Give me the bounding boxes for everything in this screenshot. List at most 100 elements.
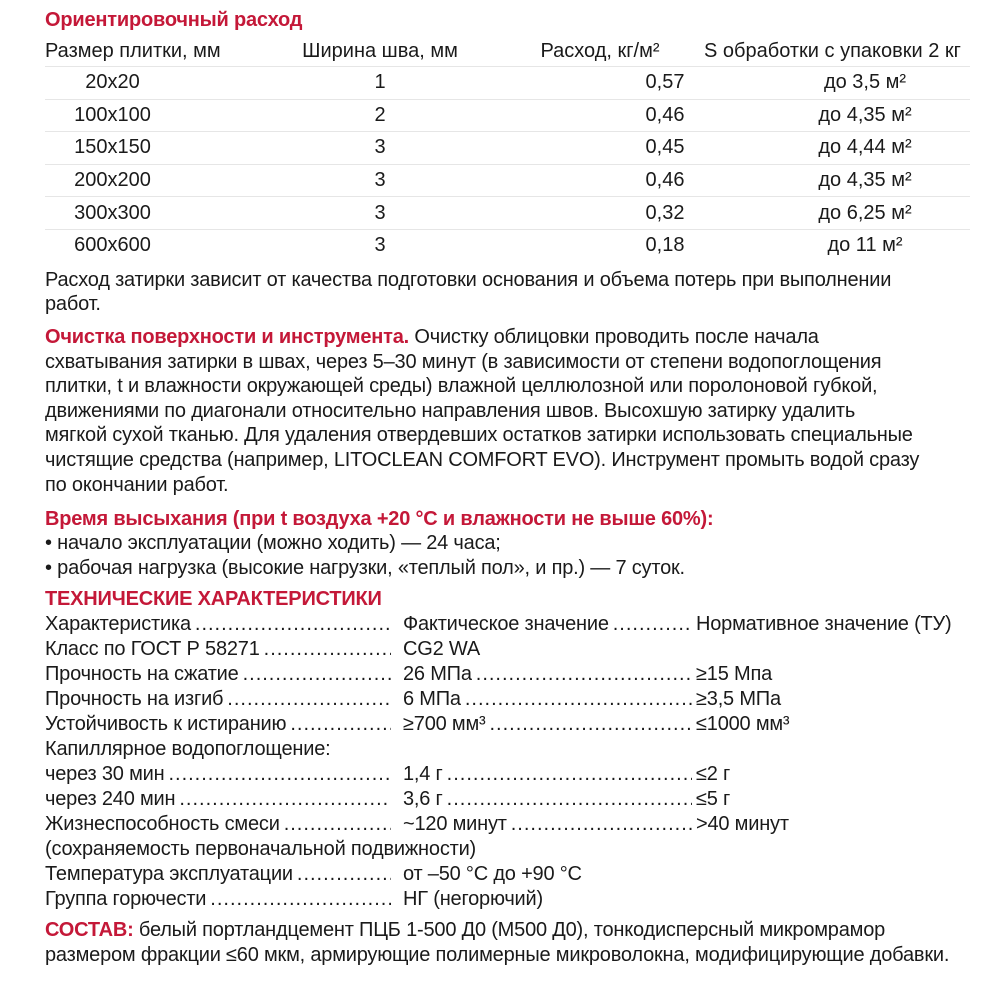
dot-leader — [489, 713, 692, 736]
dot-leader — [243, 663, 391, 686]
spec-label-text: Устойчивость к истиранию — [45, 713, 287, 735]
composition-paragraph: СОСТАВ: белый портландцемент ПЦБ 1-500 Д… — [45, 918, 885, 942]
table-cell: 0,46 — [645, 103, 685, 126]
table-cell: 1 — [374, 71, 386, 94]
dot-leader — [613, 613, 692, 636]
dot-leader — [447, 763, 692, 786]
table-cell: 20x20 — [85, 71, 140, 94]
spec-label: Класс по ГОСТ Р 58271 — [45, 638, 395, 661]
dot-leader — [284, 813, 391, 836]
spec-label: через 30 мин — [45, 763, 395, 786]
spec-label: Прочность на сжатие — [45, 663, 395, 686]
spec-value-text: НГ (негорючий) — [403, 888, 543, 910]
table-cell: 3 — [374, 136, 386, 159]
cleaning-line: движениями по диагонали относительно нап… — [45, 399, 856, 422]
dot-leader — [465, 688, 692, 711]
header-cell: S обработки с упаковки 2 кг — [704, 39, 961, 62]
composition-line: размером фракции ≤60 мкм, армирующие пол… — [45, 944, 950, 966]
spec-value: НГ (негорючий) — [395, 888, 696, 911]
spec-label-text: Прочность на изгиб — [45, 688, 224, 710]
dot-leader — [297, 863, 391, 886]
spec-row: Прочность на сжатие 26 МПа ≥15 Мпа — [45, 661, 975, 686]
spec-value: Фактическое значение — [395, 613, 696, 636]
drying-item: • рабочая нагрузка (высокие нагрузки, «т… — [45, 557, 685, 579]
spec-norm: >40 минут — [696, 813, 789, 836]
spec-label: Группа горючести — [45, 888, 395, 911]
spec-norm: ≥15 Мпа — [696, 663, 772, 686]
spec-value-text: 6 МПа — [403, 688, 461, 710]
header-cell: Ширина шва, мм — [302, 39, 458, 62]
spec-norm-text: ≥3,5 МПа — [696, 688, 781, 710]
spec-label-text: через 240 мин — [45, 788, 176, 810]
table-cell: 0,57 — [645, 71, 685, 94]
spec-value: от –50 °C до +90 °C — [395, 863, 696, 886]
cleaning-line: по окончании работ. — [45, 473, 229, 496]
table-row: 300x300 3 0,32 до 6,25 м² — [45, 197, 970, 230]
spec-norm: ≤1000 мм³ — [696, 713, 790, 736]
spec-label: Устойчивость к истиранию — [45, 713, 395, 736]
spec-value-text: 26 МПа — [403, 663, 472, 685]
table-cell: 0,18 — [645, 234, 685, 257]
spec-row: через 30 мин 1,4 г ≤2 г — [45, 761, 975, 786]
spec-label-text: Капиллярное водопоглощение: — [45, 738, 331, 760]
table-cell: 150x150 — [74, 136, 151, 159]
spec-norm-text: Нормативное значение (ТУ) — [696, 613, 952, 635]
dot-leader — [447, 788, 692, 811]
table-cell: до 4,35 м² — [818, 169, 912, 192]
drying-item: • начало эксплуатации (можно ходить) — 2… — [45, 532, 501, 554]
dot-leader — [168, 763, 391, 786]
spec-row: Прочность на изгиб 6 МПа ≥3,5 МПа — [45, 686, 975, 711]
cleaning-line: плитки, t и влажности окружающей среды) … — [45, 375, 878, 398]
drying-title: Время высыхания (при t воздуха +20 °C и … — [45, 508, 714, 530]
note-line: работ. — [45, 293, 101, 315]
spec-norm-text: ≥15 Мпа — [696, 663, 772, 685]
spec-norm: Нормативное значение (ТУ) — [696, 613, 952, 636]
spec-norm: ≤2 г — [696, 763, 730, 786]
spec-label-text: (сохраняемость первоначальной подвижност… — [45, 838, 477, 860]
spec-row: Жизнеспособность смеси ~120 минут >40 мину… — [45, 811, 975, 836]
composition-line: белый портландцемент ПЦБ 1-500 Д0 (М500 … — [133, 919, 886, 941]
spec-label-text: Прочность на сжатие — [45, 663, 239, 685]
cleaning-line: чистящие средства (например, LITOCLEAN C… — [45, 449, 920, 471]
dot-leader — [264, 638, 391, 661]
spec-row: Капиллярное водопоглощение: — [45, 736, 975, 761]
spec-value: CG2 WA — [395, 638, 696, 661]
spec-norm-text: >40 минут — [696, 813, 789, 835]
spec-label-text: Характеристика — [45, 613, 191, 635]
spec-value: 26 МПа — [395, 663, 696, 686]
spec-norm-text: ≤2 г — [696, 763, 731, 785]
cleaning-line: схватывания затирки в швах, через 5–30 м… — [45, 350, 882, 373]
dot-leader — [476, 663, 692, 686]
header-cell: Размер плитки, мм — [45, 39, 221, 62]
spec-value: ≥700 мм³ — [395, 713, 696, 736]
table-cell: 300x300 — [74, 201, 151, 224]
table-cell: до 4,35 м² — [818, 103, 912, 126]
composition-title: СОСТАВ: — [45, 919, 134, 941]
spec-value-text: от –50 °C до +90 °C — [403, 863, 582, 885]
dot-leader — [290, 713, 391, 736]
table-row: 100x100 2 0,46 до 4,35 м² — [45, 100, 970, 133]
header-cell: Расход, кг/м² — [540, 39, 660, 62]
table-row: 150x150 3 0,45 до 4,44 м² — [45, 132, 970, 165]
table-cell: до 3,5 м² — [823, 71, 907, 94]
cleaning-title: Очистка поверхности и инструмента. — [45, 326, 410, 348]
table-cell: 3 — [374, 169, 386, 192]
table-cell: до 6,25 м² — [818, 201, 912, 224]
spec-label: Капиллярное водопоглощение: — [45, 738, 331, 761]
spec-label-text: через 30 мин — [45, 763, 165, 785]
table-row: 200x200 3 0,46 до 4,35 м² — [45, 165, 970, 198]
table-cell: 100x100 — [74, 103, 151, 126]
spec-value-text: ≥700 мм³ — [403, 713, 486, 735]
spec-value: 1,4 г — [395, 763, 696, 786]
consumption-title: Ориентировочный расход — [45, 9, 303, 31]
table-cell: до 11 м² — [827, 234, 903, 257]
specs-title: ТЕХНИЧЕСКИЕ ХАРАКТЕРИСТИКИ — [45, 588, 382, 610]
table-cell: 2 — [374, 103, 386, 126]
spec-row: Температура эксплуатации от –50 °C до +90… — [45, 861, 975, 886]
spec-label: Прочность на изгиб — [45, 688, 395, 711]
spec-value-text: Фактическое значение — [403, 613, 609, 635]
cleaning-line: Очистку облицовки проводить после начала — [409, 326, 819, 348]
table-cell: 3 — [374, 234, 386, 257]
spec-row: Класс по ГОСТ Р 58271 CG2 WA — [45, 636, 975, 661]
dot-leader — [210, 888, 391, 911]
